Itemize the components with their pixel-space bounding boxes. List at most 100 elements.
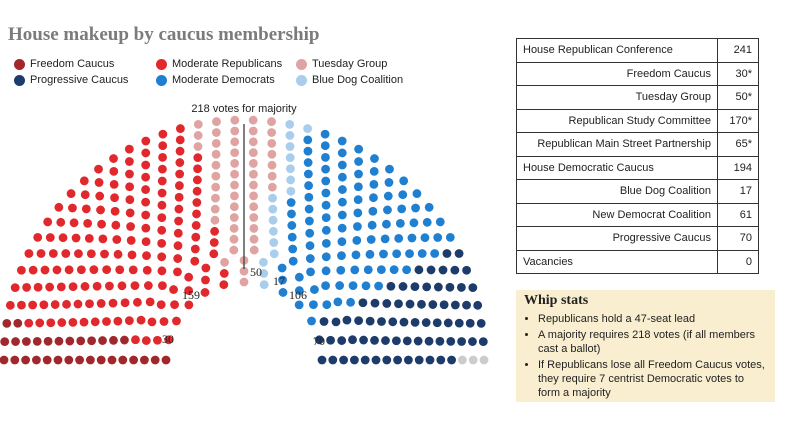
seat-dot: [175, 169, 185, 179]
seat-dot: [98, 336, 107, 345]
seat-dot: [259, 257, 268, 267]
seat-dot: [118, 355, 128, 365]
seat-dot: [192, 175, 202, 185]
table-cell-value: 170*: [717, 108, 759, 133]
legend-label: Moderate Republicans: [172, 58, 283, 70]
seat-dot: [193, 131, 203, 140]
seat-dot: [127, 250, 137, 260]
seat-dot: [83, 219, 93, 228]
table-cell-label: Tuesday Group: [516, 85, 718, 110]
seat-dot: [432, 318, 442, 328]
seat-dot: [338, 185, 347, 194]
seat-dot: [410, 317, 420, 327]
seat-dot: [192, 209, 201, 219]
seat-dot: [201, 275, 210, 285]
seat-dot: [462, 265, 471, 275]
seat-dot: [53, 355, 63, 365]
seat-dot: [342, 315, 352, 325]
seat-dot: [358, 298, 368, 308]
seat-dot: [445, 282, 455, 292]
table-row: Vacancies 0: [516, 249, 759, 274]
table-row: Freedom Caucus 30*: [516, 61, 759, 86]
seat-dot: [169, 285, 178, 294]
seat-dot: [306, 267, 315, 277]
seat-dot: [249, 245, 259, 255]
seat-dot: [193, 142, 203, 151]
seat-dot: [54, 202, 64, 212]
seat-dot: [95, 191, 105, 201]
seat-dot: [353, 222, 362, 231]
table-row: House Republican Conference 241: [516, 38, 759, 63]
seat-dot: [126, 222, 135, 231]
seat-dot: [368, 206, 378, 216]
seat-dot: [322, 300, 332, 310]
seat-dot: [337, 237, 347, 247]
seat-dot: [417, 299, 426, 309]
seat-dot: [176, 124, 185, 133]
chart-title: House makeup by caucus membership: [8, 24, 320, 45]
seat-dot: [457, 337, 467, 346]
seat-dot: [141, 136, 151, 146]
seat-dot: [337, 336, 347, 345]
seat-dot: [376, 265, 386, 275]
seat-dot: [304, 192, 314, 202]
seat-dot: [468, 283, 478, 292]
seat-dot: [68, 282, 78, 292]
legend-swatch: [156, 58, 167, 70]
seat-dot: [153, 335, 162, 345]
seat-dot: [337, 172, 347, 182]
seat-dot: [68, 317, 78, 327]
seat-dot: [412, 189, 422, 198]
seat-dot: [321, 266, 331, 276]
legend-swatch: [156, 74, 167, 86]
seat-dot: [142, 265, 152, 275]
seat-dot: [230, 169, 239, 179]
seat-dot: [230, 148, 240, 158]
seat-dot: [369, 180, 379, 189]
seat-dot: [353, 182, 363, 192]
seat-dot: [294, 286, 304, 295]
seat-dot: [36, 249, 46, 258]
seat-dot: [28, 265, 38, 275]
seat-dot: [21, 337, 31, 346]
seat-dot: [422, 217, 432, 227]
seat-dot: [394, 299, 403, 309]
seat-dot: [87, 336, 97, 346]
seat-dot: [192, 186, 202, 196]
seat-dot: [172, 316, 181, 326]
seat-dot: [64, 265, 74, 275]
seat-dot: [337, 136, 347, 146]
table-row: House Democratic Caucus 194: [516, 155, 759, 180]
seat-dot: [382, 355, 392, 365]
seat-dot: [184, 286, 194, 295]
seat-dot: [352, 236, 362, 245]
seat-dot: [111, 220, 121, 230]
seat-dot: [141, 197, 151, 207]
seat-dot: [384, 178, 394, 187]
seat-dot: [267, 182, 277, 192]
data-label-moderate-democrats: 106: [289, 288, 307, 302]
table-cell-value: 0: [717, 249, 759, 274]
seat-dot: [468, 355, 478, 365]
table-cell-label: Republican Study Committee: [516, 108, 718, 133]
seat-dot: [193, 164, 203, 174]
seat-dot: [393, 355, 402, 365]
seat-dot: [164, 335, 174, 345]
seat-dot: [269, 249, 279, 259]
seat-dot: [90, 317, 100, 327]
seat-dot: [249, 234, 259, 244]
seat-dot: [433, 282, 443, 292]
seat-dot: [24, 318, 34, 328]
seat-dot: [404, 355, 413, 365]
seat-dot: [159, 317, 169, 326]
seat-dot: [248, 126, 258, 136]
seat-dot: [377, 317, 386, 326]
seat-dot: [211, 182, 221, 192]
seat-dot: [107, 355, 117, 365]
seat-dot: [430, 249, 440, 258]
table-row: Tuesday Group 50*: [516, 85, 759, 110]
seat-dot: [267, 117, 276, 126]
seat-dot: [331, 317, 341, 327]
seat-dot: [435, 336, 445, 346]
seat-dot: [141, 160, 151, 170]
